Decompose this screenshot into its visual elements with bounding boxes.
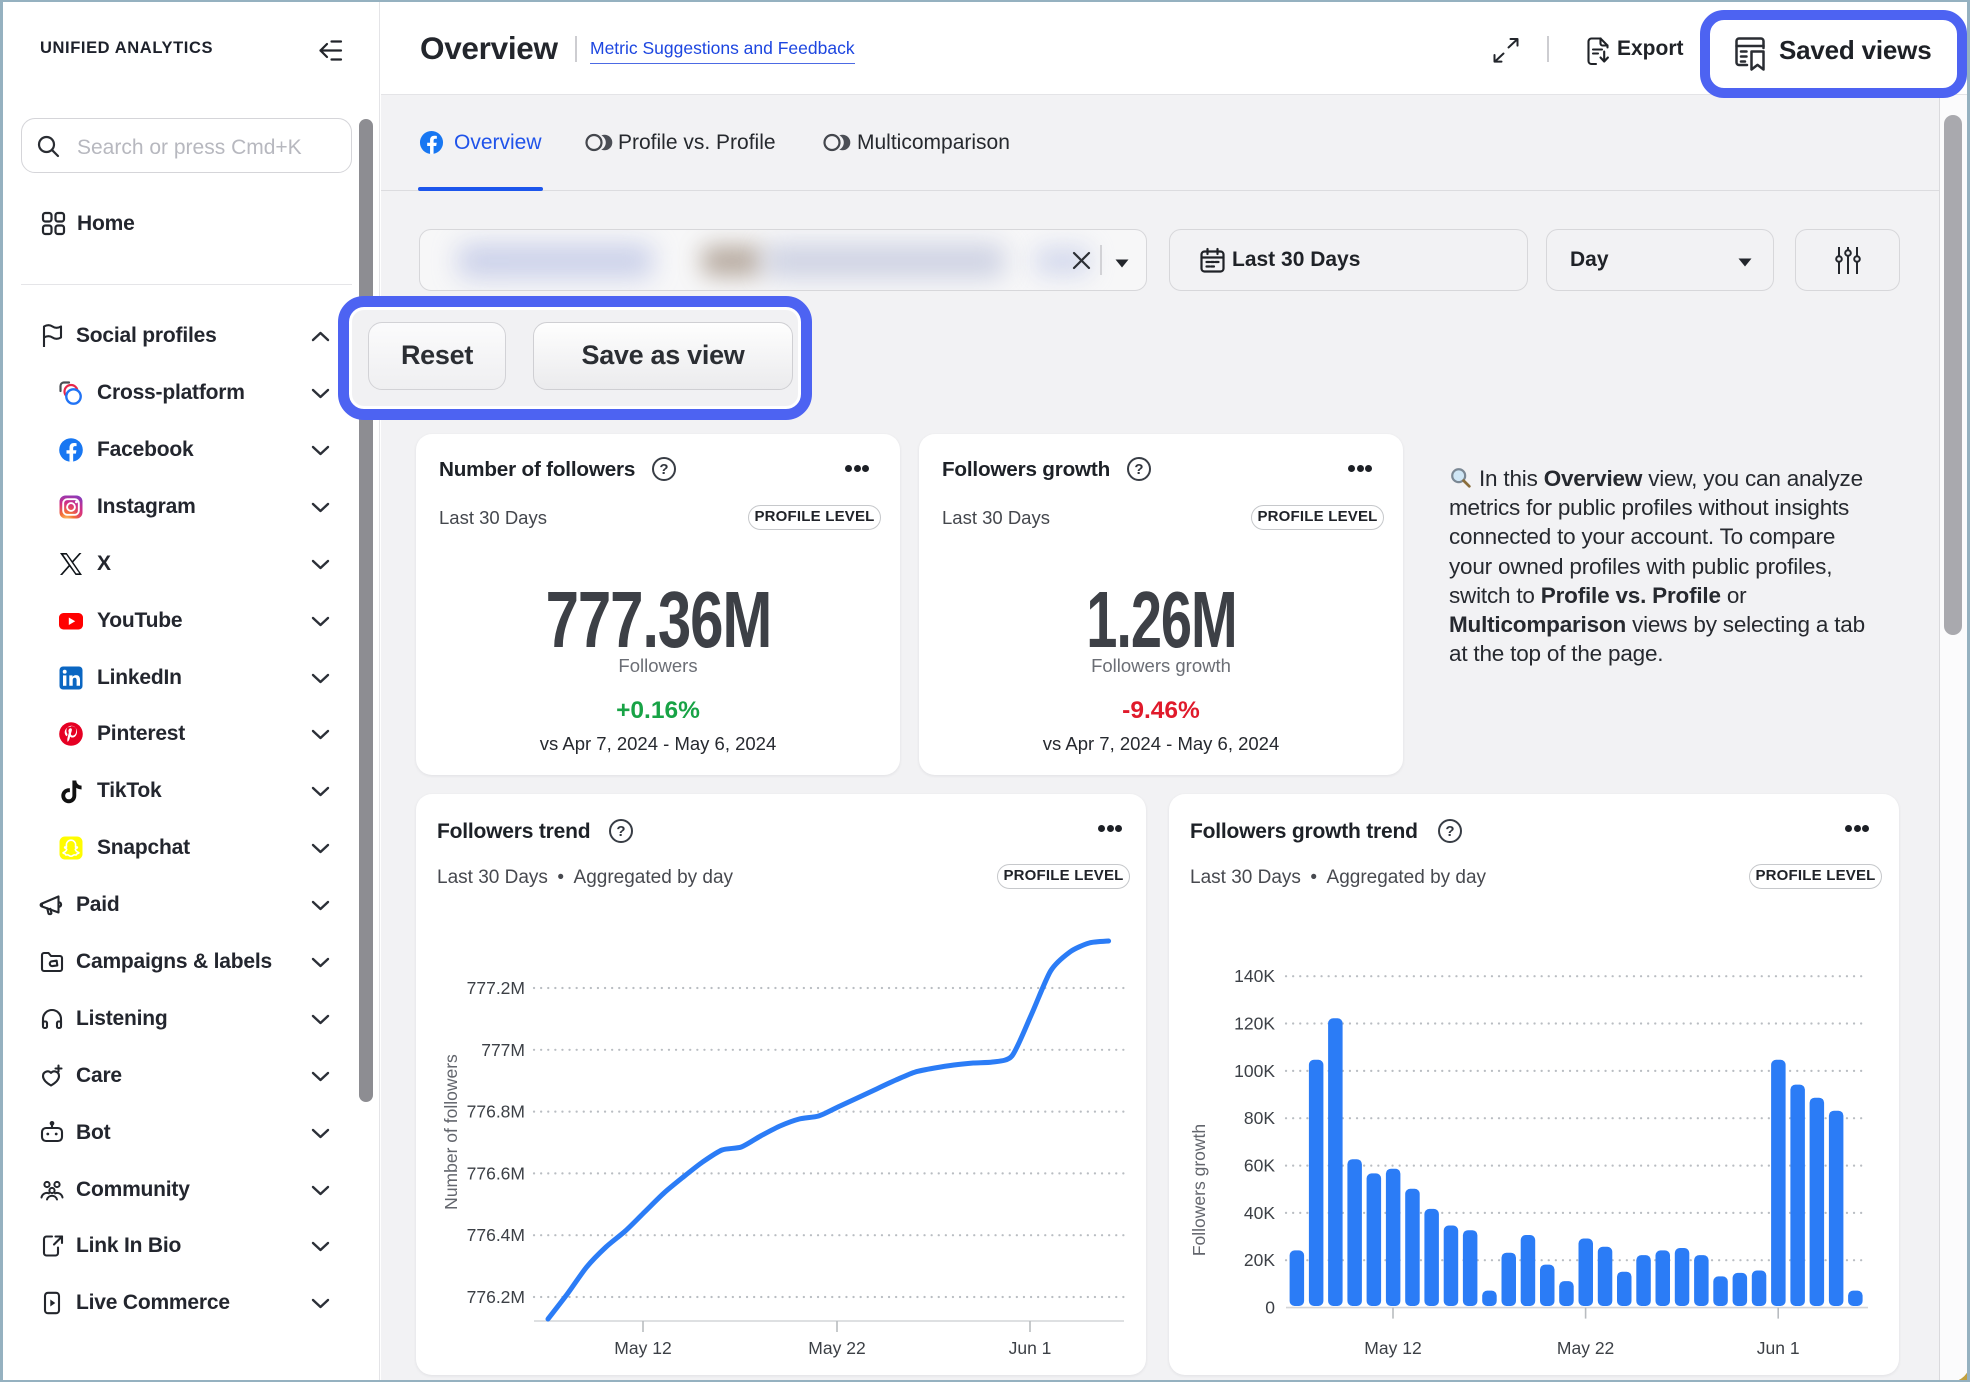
svg-text:140K: 140K (1234, 966, 1275, 986)
svg-text:776.6M: 776.6M (467, 1163, 525, 1183)
svg-text:80K: 80K (1244, 1108, 1275, 1128)
svg-text:777M: 777M (481, 1040, 525, 1060)
svg-text:May 12: May 12 (1364, 1338, 1421, 1358)
svg-text:120K: 120K (1234, 1014, 1275, 1034)
svg-text:Jun 1: Jun 1 (1757, 1338, 1800, 1358)
svg-text:May 22: May 22 (808, 1338, 865, 1358)
svg-text:May 22: May 22 (1557, 1338, 1614, 1358)
svg-text:0: 0 (1265, 1298, 1275, 1318)
svg-text:776.4M: 776.4M (467, 1225, 525, 1245)
svg-text:776.2M: 776.2M (467, 1287, 525, 1307)
svg-text:60K: 60K (1244, 1156, 1275, 1176)
svg-text:777.2M: 777.2M (467, 978, 525, 998)
svg-text:776.8M: 776.8M (467, 1102, 525, 1122)
svg-text:May 12: May 12 (614, 1338, 671, 1358)
svg-text:20K: 20K (1244, 1250, 1275, 1270)
svg-text:Jun 1: Jun 1 (1009, 1338, 1052, 1358)
svg-text:40K: 40K (1244, 1203, 1275, 1223)
svg-text:Number of followers: Number of followers (441, 1054, 461, 1210)
svg-text:Followers growth: Followers growth (1189, 1124, 1209, 1256)
svg-text:100K: 100K (1234, 1061, 1275, 1081)
